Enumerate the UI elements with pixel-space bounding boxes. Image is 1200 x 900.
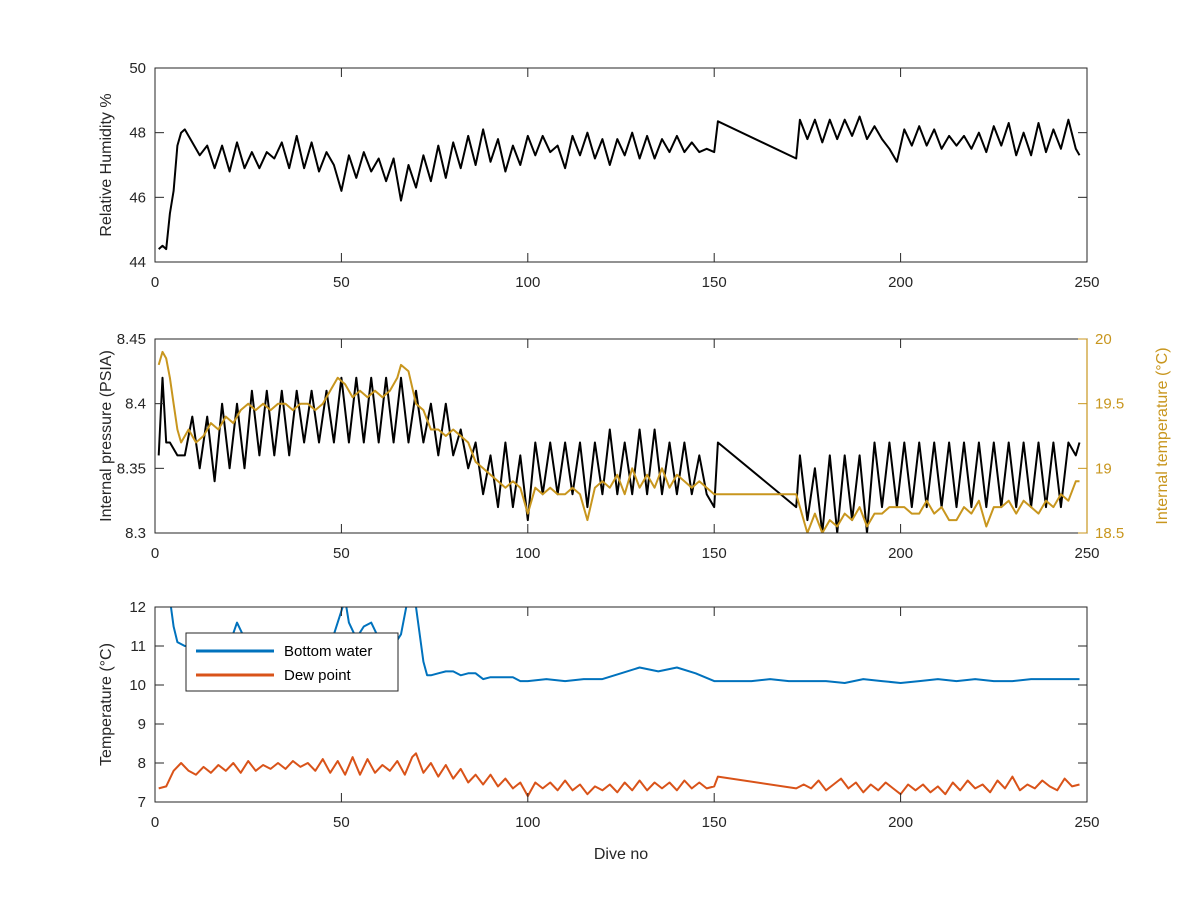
subplot-2: 0 50 100 150 200 250 8.3 8.35 8.4 8.45 18.5 19 19.5 2…: [98, 331, 1171, 562]
x-tick-label: 250: [1074, 274, 1099, 291]
y-tick-label: 9: [138, 716, 146, 733]
legend-label: Dew point: [284, 667, 352, 684]
x-tick-label: 100: [515, 545, 540, 562]
y-tick-label: 8: [138, 755, 146, 772]
y-tick-label: 50: [129, 60, 146, 77]
x-tick-label: 250: [1074, 814, 1099, 831]
right-y-tick-label: 20: [1095, 331, 1112, 348]
y-tick-label: 8.45: [117, 331, 146, 348]
axes-box: [154, 606, 1088, 803]
legend-label: Bottom water: [284, 643, 372, 660]
right-y-tick-label: 19: [1095, 460, 1112, 477]
y-tick-label: 12: [129, 599, 146, 616]
y-tick-label: 11: [130, 638, 146, 655]
legend: Bottom water Dew point: [185, 632, 399, 692]
y-tick-label: 8.35: [117, 460, 146, 477]
x-tick-label: 100: [515, 274, 540, 291]
x-tick-label: 0: [151, 274, 159, 291]
dew-point-line: [158, 752, 1080, 798]
y-tick-label: 46: [129, 189, 146, 206]
right-y-tick-label: 18.5: [1095, 525, 1124, 542]
y-tick-label: 8.4: [125, 396, 146, 413]
axes-box: [154, 67, 1088, 263]
y-tick-label: 48: [129, 125, 146, 142]
y-axis-label: Temperature (°C): [98, 643, 115, 766]
right-y-tick-label: 19.5: [1095, 396, 1124, 413]
series-1-line: [158, 115, 1081, 251]
x-tick-label: 50: [333, 274, 350, 291]
x-tick-label: 250: [1074, 545, 1099, 562]
y-tick-label: 8.3: [125, 525, 146, 542]
x-tick-label: 200: [888, 814, 913, 831]
x-tick-label: 150: [702, 545, 727, 562]
x-tick-label: 50: [333, 814, 350, 831]
x-tick-label: 200: [888, 545, 913, 562]
x-tick-label: 0: [151, 545, 159, 562]
y-tick-label: 44: [129, 254, 146, 271]
x-tick-label: 150: [702, 274, 727, 291]
x-tick-label: 0: [151, 814, 159, 831]
y-axis-label: Relative Humidity %: [98, 93, 115, 236]
x-tick-label: 150: [702, 814, 727, 831]
y-tick-label: 10: [129, 677, 146, 694]
right-y-axis-label: Internal temperature (°C): [1154, 347, 1171, 524]
y-tick-label: 7: [138, 794, 146, 811]
subplot-1: 0 50 100 150 200 250 44 46 48 50 Relative Humidity…: [98, 60, 1100, 291]
x-axis-label: Dive no: [594, 846, 648, 863]
x-tick-label: 200: [888, 274, 913, 291]
subplot-3: 0 50 100 150 200 250 7 8 9 10 11 12 Temperature (°C)…: [98, 599, 1100, 863]
legend-box: [185, 632, 399, 692]
x-tick-label: 50: [333, 545, 350, 562]
y-axis-label: Internal pressure (PSIA): [98, 350, 115, 522]
series-1-line: [157, 376, 1081, 533]
axes-box: [154, 338, 1088, 534]
x-tick-label: 100: [515, 814, 540, 831]
series-2-line: [157, 350, 1080, 533]
